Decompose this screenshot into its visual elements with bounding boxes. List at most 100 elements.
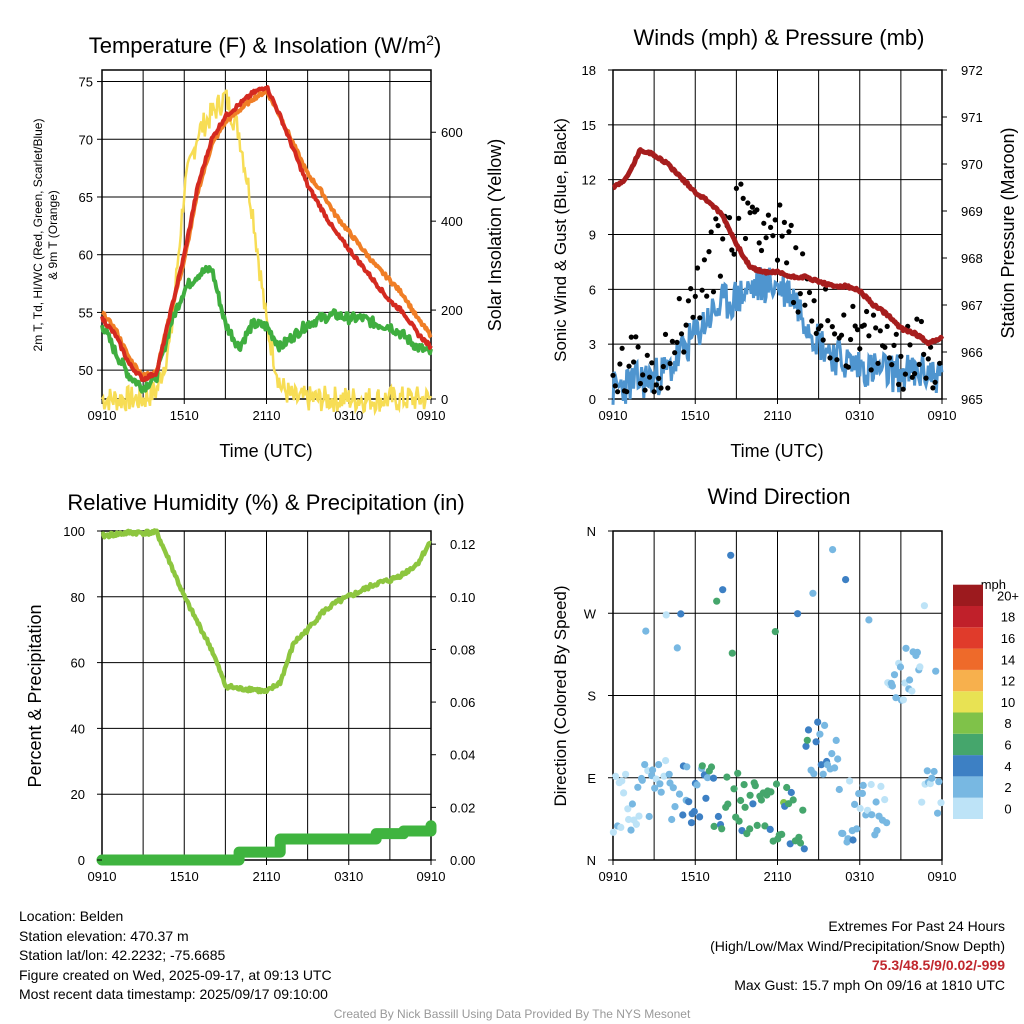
direction-point <box>669 784 677 792</box>
y-tick-label: 3 <box>589 337 596 352</box>
direction-point <box>677 610 685 618</box>
gust-point <box>635 344 641 350</box>
gust-point <box>749 204 756 210</box>
gust-point <box>612 383 618 389</box>
direction-point <box>645 812 653 821</box>
direction-point <box>937 799 945 807</box>
direction-point <box>618 777 626 785</box>
x-tick-label: 0910 <box>417 869 446 884</box>
direction-point <box>617 823 625 832</box>
gust-point <box>825 318 831 324</box>
station-info: Location: Belden Station elevation: 470.… <box>19 907 332 1005</box>
direction-point <box>609 828 618 836</box>
direction-point <box>665 770 673 778</box>
direction-point <box>809 589 817 597</box>
direction-point <box>766 825 774 834</box>
speed-legend: mph 0 2 4 6 8 10 12 14 16 18 20+ <box>953 577 1019 819</box>
x-tick-label: 1510 <box>170 408 199 423</box>
direction-point <box>656 780 664 788</box>
direction-point <box>799 806 807 814</box>
direction-point <box>920 602 929 610</box>
humidity-chart: 0910 1510 2110 0310 09100204060801000.000.02… <box>25 490 475 884</box>
direction-point <box>687 819 696 827</box>
title-superscript: 2 <box>426 32 434 48</box>
x-tick-label: 0310 <box>845 408 874 423</box>
gust-point <box>672 350 678 356</box>
direction-point <box>734 769 742 777</box>
direction-point <box>814 718 822 726</box>
gust-point <box>868 367 874 373</box>
gust-point <box>809 318 815 324</box>
gust-point <box>900 386 906 392</box>
gust-point <box>651 389 657 395</box>
direction-point <box>628 800 637 808</box>
x-tick-label: 0910 <box>88 869 117 884</box>
legend-label: 6 <box>1004 737 1011 752</box>
direction-point <box>802 742 810 750</box>
direction-point <box>714 812 723 821</box>
legend-swatch <box>953 627 983 649</box>
gust-point <box>893 331 899 337</box>
x-tick-label: 0910 <box>928 408 957 423</box>
y-right-tick-label: 972 <box>961 63 983 78</box>
title-end: ) <box>434 33 441 58</box>
legend-title: mph <box>981 577 1006 592</box>
y-tick-label: 18 <box>582 63 596 78</box>
gust-point <box>642 387 648 393</box>
y-tick-label: 55 <box>79 305 93 320</box>
direction-points <box>609 546 945 853</box>
gust-point <box>754 207 760 213</box>
gust-point <box>717 273 724 279</box>
gust-point <box>907 342 913 348</box>
y-right-tick-label: 0.06 <box>450 695 475 710</box>
gust-point <box>777 202 783 208</box>
credit-line: Created By Nick Bassill Using Data Provi… <box>333 1007 691 1021</box>
y-axis-label: Sonic Wind & Gust (Blue, Black) <box>551 118 570 362</box>
direction-point <box>795 833 803 841</box>
y-tick-label: 20 <box>71 787 85 802</box>
direction-point <box>934 809 942 817</box>
gust-point <box>699 287 705 293</box>
direction-point <box>786 840 794 848</box>
direction-point <box>707 763 716 771</box>
gust-point <box>653 382 660 388</box>
direction-point <box>896 663 905 671</box>
direction-point <box>698 762 706 770</box>
gust-point <box>790 299 797 306</box>
x-tick-label: 0910 <box>928 869 957 884</box>
extremes-title: Extremes For Past 24 Hours <box>828 918 1005 934</box>
x-tick-label: 0910 <box>417 408 446 423</box>
direction-point <box>828 750 836 758</box>
direction-point <box>723 773 731 781</box>
direction-point <box>856 804 864 813</box>
gust-point <box>838 332 845 338</box>
gust-point <box>665 385 671 391</box>
y-tick-label: S <box>587 689 596 704</box>
y-tick-label: N <box>587 853 596 868</box>
y-tick-label: 15 <box>582 118 596 133</box>
y-tick-label: 40 <box>71 721 85 736</box>
gust-point <box>633 334 639 340</box>
insolation-line <box>100 89 433 417</box>
gust-point <box>912 371 918 377</box>
y-right-tick-label: 200 <box>441 303 463 318</box>
gust-point <box>795 309 801 315</box>
gust-point <box>781 219 788 225</box>
gust-point <box>845 364 851 370</box>
y-right-tick-label: 971 <box>961 110 983 125</box>
gust-point <box>802 302 808 308</box>
y-right-tick-label: 0.04 <box>450 748 475 763</box>
chart-title: Relative Humidity (%) & Precipitation (i… <box>67 490 464 515</box>
direction-point <box>767 788 775 796</box>
x-tick-label: 2110 <box>253 408 281 423</box>
gust-point <box>710 289 717 295</box>
y-tick-label: 0 <box>589 392 596 407</box>
gust-point <box>937 360 943 366</box>
legend-swatch <box>953 733 983 756</box>
station-elevation: Station elevation: 470.37 m <box>19 927 189 944</box>
gust-point <box>736 215 742 221</box>
direction-point <box>751 782 759 790</box>
direction-point <box>817 761 825 769</box>
gust-point <box>662 331 669 337</box>
direction-point <box>867 780 875 789</box>
